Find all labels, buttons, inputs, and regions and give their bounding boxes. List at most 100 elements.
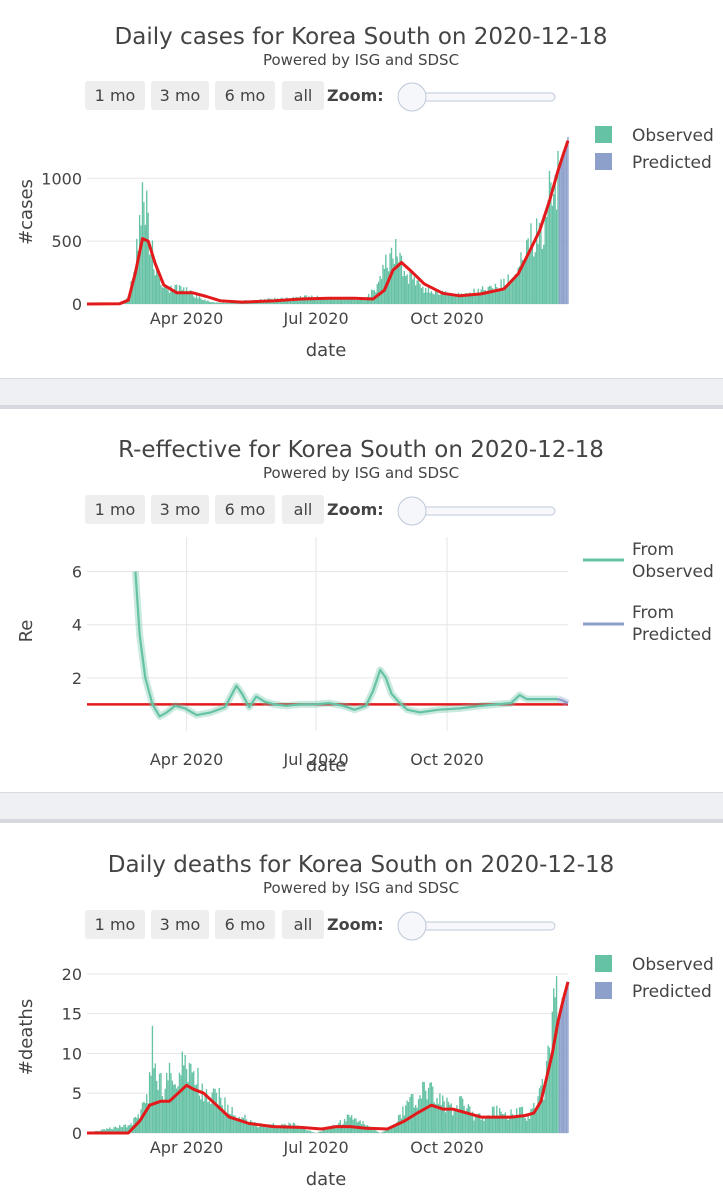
- cases-bar-observed: [157, 273, 158, 304]
- cases-bar-observed: [476, 295, 477, 304]
- cases-bar-predicted: [562, 156, 563, 304]
- deaths-bar-observed: [411, 1094, 412, 1133]
- cases-bar-observed: [355, 300, 356, 304]
- cases-legend-predicted-swatch[interactable]: [595, 153, 612, 170]
- deaths-subtitle: Powered by ISG and SDSC: [263, 879, 459, 897]
- deaths-legend-predicted-swatch[interactable]: [595, 982, 612, 999]
- re-legend-observed-2[interactable]: Observed: [632, 562, 714, 582]
- cases-bar-observed: [156, 269, 157, 304]
- cases-bar-observed: [406, 274, 407, 304]
- re-zoom-track[interactable]: [405, 507, 555, 515]
- deaths-legend-observed[interactable]: Observed: [632, 955, 714, 975]
- deaths-zoom-handle[interactable]: [398, 912, 426, 940]
- deaths-bar-observed: [347, 1114, 348, 1133]
- deaths-bar-observed: [537, 1096, 538, 1133]
- deaths-bar-observed: [310, 1131, 311, 1133]
- deaths-bar-observed: [173, 1085, 174, 1133]
- deaths-legend-observed-swatch[interactable]: [595, 955, 612, 972]
- deaths-bar-observed: [156, 1081, 157, 1133]
- cases-xtick-label: Jul 2020: [283, 309, 349, 328]
- cases-bar-observed: [219, 303, 220, 304]
- deaths-bar-observed: [526, 1121, 527, 1133]
- cases-bar-observed: [206, 301, 207, 304]
- re-zoom-handle[interactable]: [398, 497, 426, 525]
- deaths-bar-observed: [184, 1055, 185, 1133]
- deaths-bar-observed: [267, 1127, 268, 1133]
- deaths-bar-observed: [543, 1100, 544, 1133]
- cases-bar-observed: [523, 262, 524, 304]
- cases-bar-observed: [200, 298, 201, 304]
- cases-bar-observed: [537, 244, 538, 304]
- deaths-1mo-label: 1 mo: [95, 915, 136, 934]
- deaths-bar-observed: [485, 1118, 486, 1133]
- deaths-bar-observed: [261, 1126, 262, 1133]
- deaths-bar-observed: [436, 1098, 437, 1133]
- cases-bar-observed: [542, 249, 543, 304]
- deaths-bar-observed: [381, 1132, 382, 1133]
- deaths-bar-observed: [384, 1131, 385, 1133]
- cases-bar-observed: [540, 230, 541, 304]
- cases-bar-observed: [489, 286, 490, 304]
- cases-bar-observed: [552, 206, 553, 304]
- deaths-bar-observed: [253, 1125, 254, 1133]
- cases-bar-observed: [412, 279, 413, 304]
- cases-bar-observed: [150, 250, 151, 304]
- deaths-bar-observed: [432, 1086, 433, 1133]
- separator-2: [0, 792, 723, 823]
- cases-bar-observed: [197, 299, 198, 304]
- deaths-bar-observed: [480, 1120, 481, 1133]
- cases-chart: Daily cases for Korea South on 2020-12-1…: [0, 0, 723, 378]
- cases-bar-observed: [229, 303, 230, 304]
- deaths-bar-observed: [374, 1130, 375, 1133]
- re-ytick-label: 6: [72, 563, 82, 582]
- deaths-bar-observed: [547, 1046, 548, 1133]
- cases-bar-observed: [414, 277, 415, 304]
- re-legend-predicted-1[interactable]: From: [632, 603, 674, 623]
- deaths-bar-observed: [446, 1098, 447, 1133]
- deaths-all-label: all: [294, 915, 313, 934]
- cases-bar-observed: [418, 280, 419, 304]
- deaths-zoom-track[interactable]: [405, 922, 555, 930]
- deaths-bar-observed: [414, 1108, 415, 1133]
- cases-bar-observed: [146, 191, 147, 304]
- cases-zoom-track[interactable]: [405, 93, 555, 101]
- cases-bar-observed: [397, 256, 398, 304]
- deaths-ytick-label: 20: [62, 965, 82, 984]
- cases-bar-observed: [392, 258, 393, 304]
- deaths-legend-predicted[interactable]: Predicted: [632, 982, 712, 1002]
- cases-bar-observed: [166, 289, 167, 304]
- deaths-bar-observed: [448, 1102, 449, 1133]
- re-ytick-label: 4: [72, 616, 82, 635]
- re-title: R-effective for Korea South on 2020-12-1…: [118, 437, 604, 463]
- cases-zoom-handle[interactable]: [398, 83, 426, 111]
- deaths-bar-observed: [415, 1105, 416, 1133]
- deaths-bar-observed: [455, 1111, 456, 1133]
- cases-bar-observed: [431, 291, 432, 304]
- cases-legend-predicted[interactable]: Predicted: [632, 153, 712, 173]
- cases-bar-observed: [508, 274, 509, 304]
- re-legend-predicted-2[interactable]: Predicted: [632, 625, 712, 645]
- cases-bar-predicted: [560, 161, 561, 304]
- deaths-bar-observed: [323, 1130, 324, 1133]
- separator-1: [0, 378, 723, 409]
- re-xtick-label: Oct 2020: [410, 750, 483, 769]
- deaths-bar-observed: [166, 1073, 167, 1133]
- deaths-bar-observed: [308, 1130, 309, 1133]
- re-legend-observed-1[interactable]: From: [632, 540, 674, 560]
- cases-ytick-label: 1000: [41, 169, 82, 188]
- cases-bar-observed: [512, 281, 513, 304]
- deaths-bar-observed: [382, 1132, 383, 1133]
- cases-bar-observed: [416, 280, 417, 304]
- cases-legend-observed-swatch[interactable]: [595, 126, 612, 143]
- deaths-bar-observed: [145, 1103, 146, 1133]
- deaths-bar-observed: [318, 1132, 319, 1133]
- deaths-bar-observed: [422, 1082, 423, 1133]
- deaths-ytick-label: 15: [62, 1005, 82, 1024]
- cases-bar-observed: [160, 285, 161, 304]
- cases-legend-observed[interactable]: Observed: [632, 126, 714, 146]
- cases-xlabel: date: [306, 340, 347, 361]
- cases-bar-observed: [364, 300, 365, 304]
- cases-bar-observed: [490, 286, 491, 304]
- deaths-bar-observed: [552, 1012, 553, 1133]
